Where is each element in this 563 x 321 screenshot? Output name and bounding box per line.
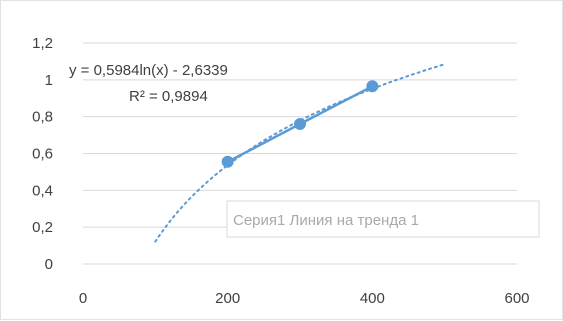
- legend-tooltip-box: [226, 200, 540, 238]
- trendline-equation: y = 0,5984ln(x) - 2,6339: [69, 62, 228, 79]
- y-tick-label: 0,2: [32, 219, 53, 236]
- x-tick-label: 200: [215, 290, 240, 307]
- trendline: [154, 63, 446, 243]
- trendline-r-squared: R² = 0,9894: [129, 88, 208, 105]
- y-tick-label: 0: [45, 256, 53, 273]
- x-tick-label: 600: [504, 290, 529, 307]
- legend-tooltip-text: Серия1 Линия на тренда 1: [233, 212, 419, 229]
- data-point[interactable]: [366, 80, 379, 93]
- y-tick-label: 1,2: [32, 35, 53, 52]
- x-tick-label: 400: [360, 290, 385, 307]
- data-point[interactable]: [294, 118, 306, 131]
- y-axis-tick-labels: 0 0,2 0,4 0,6 0,8 1 1,2: [32, 35, 53, 273]
- x-axis-tick-labels: 0 200 400 600: [79, 290, 530, 307]
- data-point[interactable]: [221, 155, 234, 168]
- x-tick-label: 0: [79, 290, 87, 307]
- y-tick-label: 0,4: [32, 182, 53, 199]
- y-tick-label: 1: [45, 72, 53, 89]
- series-1: [221, 80, 379, 168]
- legend-tooltip: Серия1 Линия на тренда 1: [226, 200, 540, 238]
- y-tick-label: 0,8: [32, 109, 53, 126]
- y-tick-label: 0,6: [32, 146, 53, 163]
- gridlines: [83, 42, 517, 265]
